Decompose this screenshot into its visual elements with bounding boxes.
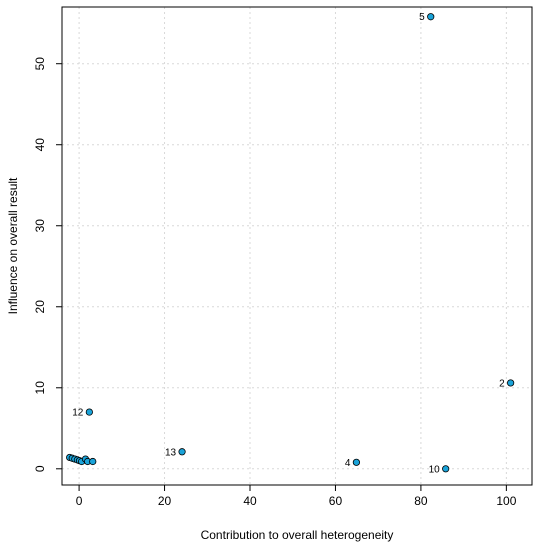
data-point: [178, 448, 186, 456]
data-point-label: 4: [345, 458, 351, 469]
x-tick-label: 0: [76, 494, 83, 508]
data-point: [442, 465, 450, 473]
x-tick-label: 80: [414, 494, 428, 508]
y-tick-label: 20: [33, 300, 47, 314]
x-tick-label: 40: [243, 494, 257, 508]
data-point: [352, 458, 360, 466]
plot-frame: [61, 6, 533, 486]
data-point: [507, 379, 515, 387]
data-point-label: 13: [165, 447, 177, 458]
y-tick-label: 10: [33, 381, 47, 395]
data-point: [85, 408, 93, 416]
axis-ticks: 0 20 40 60 80 100 0 10 20 30 40 50: [33, 57, 517, 508]
y-tick-label: 40: [33, 138, 47, 152]
data-point: [427, 13, 435, 21]
y-axis-title: Influence on overall result: [6, 177, 20, 314]
x-axis-title: Contribution to overall heterogeneity: [201, 528, 394, 542]
x-tick-label: 100: [496, 494, 516, 508]
data-point-label: 2: [499, 378, 505, 389]
data-points: 5 2 12 13 4 10: [66, 12, 515, 475]
y-tick-label: 50: [33, 57, 47, 71]
data-point-label: 12: [72, 408, 84, 419]
y-tick-label: 0: [33, 465, 47, 472]
x-tick-label: 20: [158, 494, 172, 508]
data-point: [89, 457, 97, 466]
y-tick-label: 30: [33, 219, 47, 233]
grid: [62, 7, 532, 485]
data-point-label: 5: [419, 12, 425, 23]
data-point-label: 10: [429, 464, 441, 475]
x-tick-label: 60: [329, 494, 343, 508]
